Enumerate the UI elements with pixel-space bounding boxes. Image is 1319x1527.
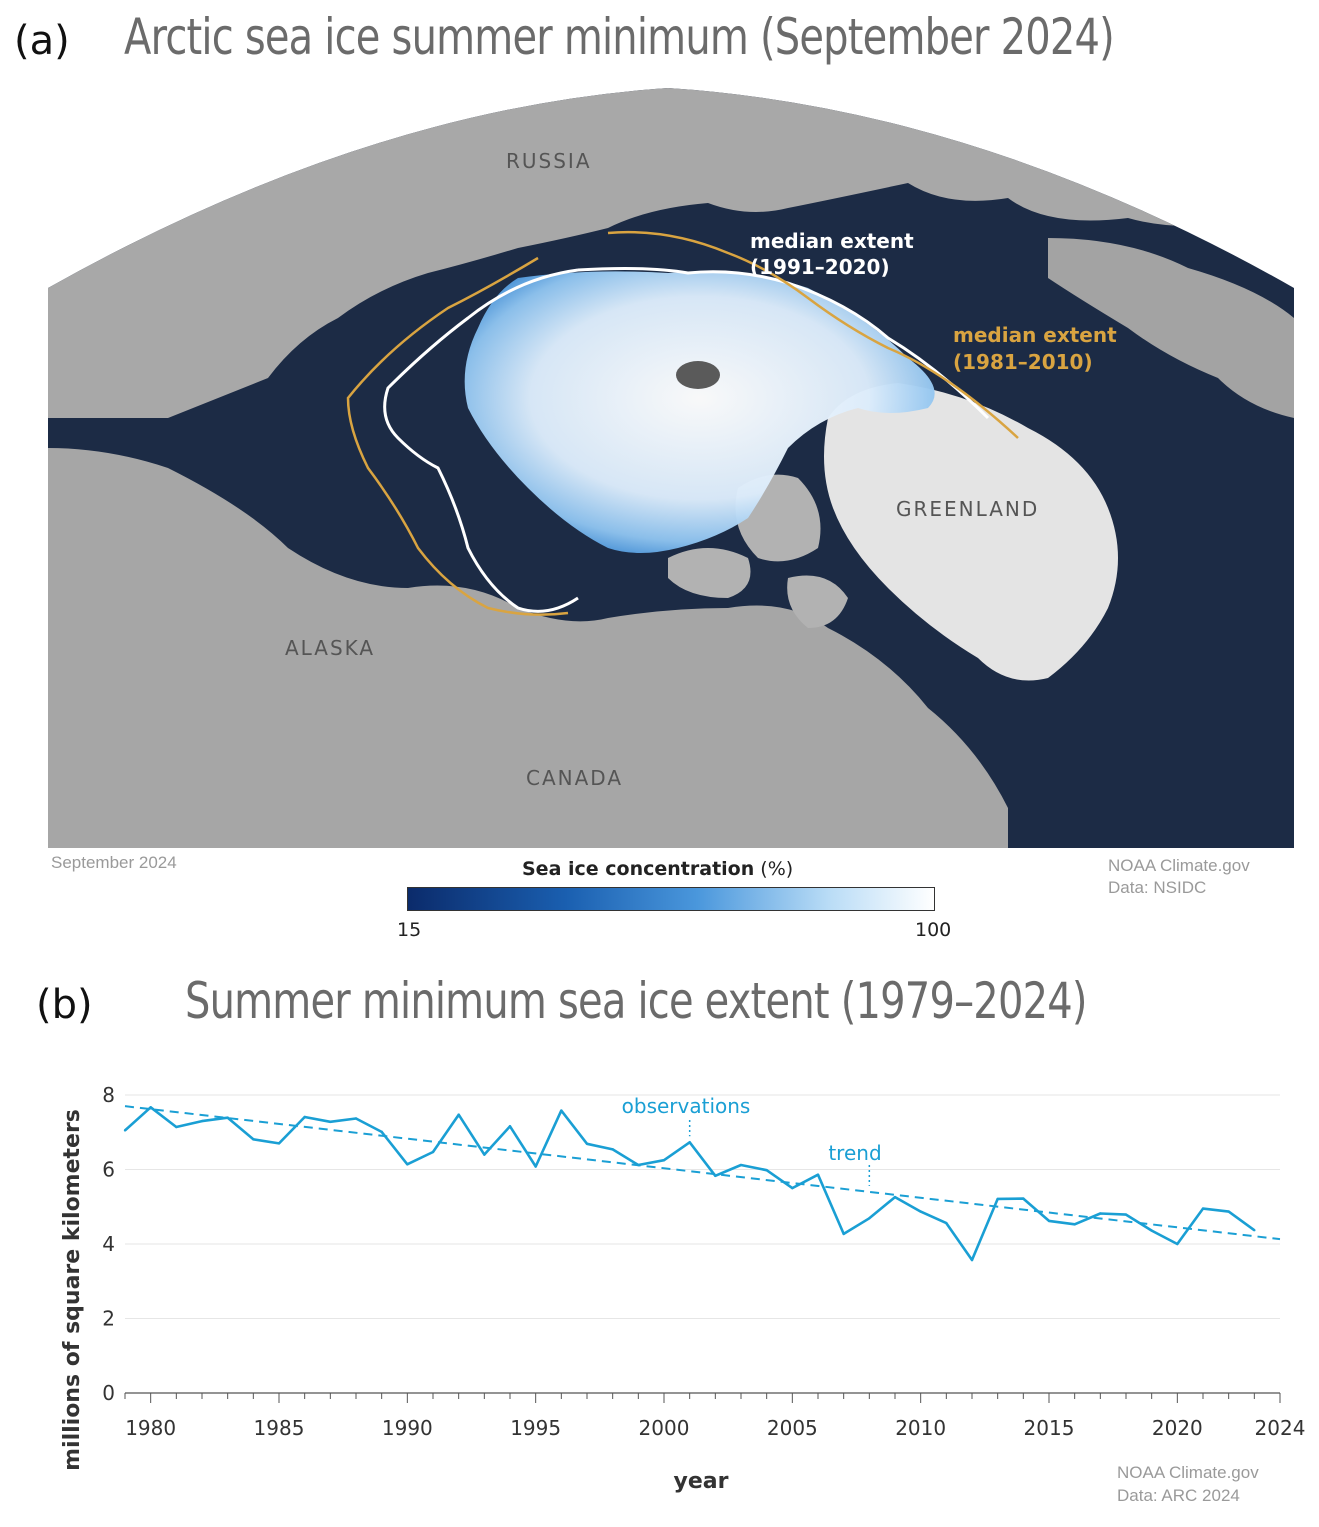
y-tick-label: 4 <box>102 1232 115 1256</box>
observation-point <box>1099 1212 1102 1215</box>
colorbar-min-label: 15 <box>397 919 422 941</box>
x-tick-label: 2005 <box>767 1416 818 1440</box>
observation-point <box>303 1115 306 1119</box>
observation-point <box>791 1186 794 1190</box>
extent-line-chart: 0 2 4 6 8 1980 1985 1990 1995 2000 2005 2010 2015 202… <box>60 1083 1306 1505</box>
canada-label: CANADA <box>526 766 623 790</box>
observation-point <box>123 1129 127 1132</box>
pole-hole <box>676 361 720 389</box>
chart-credit-line1: NOAA Climate.gov <box>1117 1463 1259 1482</box>
panel-a-label: (a) <box>14 18 70 64</box>
greenland-land <box>824 383 1118 681</box>
observation-point <box>149 1106 152 1109</box>
observation-point <box>431 1150 435 1154</box>
colorbar-title-bold: Sea ice concentration <box>522 858 755 880</box>
observation-point <box>945 1221 948 1225</box>
russia-land <box>48 88 1294 418</box>
observation-point <box>252 1138 255 1141</box>
panel-b-label: (b) <box>36 982 93 1028</box>
x-tick-label: 1995 <box>510 1416 561 1440</box>
observation-point <box>868 1217 871 1220</box>
colorbar-max-label: 100 <box>915 919 952 941</box>
observation-point <box>175 1125 178 1129</box>
observation-point <box>1176 1242 1179 1246</box>
median-1991-label-line2: (1991–2020) <box>750 255 890 279</box>
y-tick-label: 2 <box>102 1307 115 1331</box>
observation-point <box>688 1141 691 1144</box>
median-1981-label-line2: (1981–2010) <box>953 350 1093 374</box>
observation-point <box>662 1158 666 1162</box>
observation-point <box>354 1117 358 1120</box>
observation-point <box>380 1130 383 1134</box>
observation-point <box>1022 1197 1025 1200</box>
median-extent-1981-2010-line <box>346 230 1019 616</box>
colorbar <box>407 887 935 911</box>
russia-label: RUSSIA <box>506 149 592 173</box>
map-date-caption: September 2024 <box>51 853 177 872</box>
x-tick-label: 1980 <box>125 1416 176 1440</box>
north-america-land <box>48 448 1008 848</box>
x-tick-label: 2015 <box>1024 1416 1075 1440</box>
greenland-label: GREENLAND <box>896 497 1039 521</box>
observation-point <box>483 1153 486 1156</box>
x-tick-label: 1990 <box>382 1416 433 1440</box>
observation-point <box>1124 1213 1128 1216</box>
y-tick-label: 0 <box>102 1381 115 1405</box>
alaska-label: ALASKA <box>285 636 375 660</box>
median-1991-label-line1: median extent <box>750 229 914 253</box>
observation-point <box>277 1142 281 1145</box>
x-tick-label: 1985 <box>254 1416 305 1440</box>
observation-point <box>637 1163 640 1167</box>
observation-point <box>739 1163 743 1167</box>
archipelago-islands <box>668 474 848 628</box>
observation-point <box>226 1116 229 1119</box>
observation-point <box>1073 1223 1076 1226</box>
observation-point <box>842 1232 845 1236</box>
x-tick-label: 2020 <box>1152 1416 1203 1440</box>
chart-title: Summer minimum sea ice extent (1979–2024… <box>185 972 1088 1030</box>
observation-point <box>329 1120 332 1124</box>
map-credit-line1: NOAA Climate.gov <box>1108 856 1250 875</box>
y-tick-label: 6 <box>102 1158 115 1182</box>
observation-point <box>765 1169 768 1172</box>
observation-point <box>1253 1229 1256 1232</box>
observation-point <box>919 1210 922 1213</box>
colorbar-title: Sea ice concentration (%) <box>522 858 793 880</box>
y-tick-label: 8 <box>102 1083 115 1107</box>
sea-ice-extent <box>464 271 935 553</box>
scandinavia-land <box>1048 238 1294 418</box>
chart-credit-line2: Data: ARC 2024 <box>1117 1486 1240 1505</box>
observation-point <box>996 1197 999 1201</box>
observation-point <box>560 1109 563 1112</box>
observation-point <box>1201 1207 1205 1210</box>
trend-annotation: trend <box>828 1141 881 1165</box>
x-tick-label: 2000 <box>639 1416 690 1440</box>
observation-point <box>970 1258 974 1262</box>
observation-point <box>200 1119 204 1123</box>
map-title: Arctic sea ice summer minimum (September… <box>124 8 1115 66</box>
observation-point <box>534 1165 537 1168</box>
colorbar-title-unit: (%) <box>760 858 794 880</box>
x-tick-label: 2010 <box>895 1416 946 1440</box>
observations-annotation: observations <box>622 1094 751 1118</box>
observation-point <box>816 1173 820 1176</box>
x-axis-label: year <box>674 1469 729 1494</box>
median-1981-label-line1: median extent <box>953 323 1117 347</box>
observation-point <box>1150 1229 1153 1232</box>
observation-point <box>714 1174 717 1178</box>
y-axis-label: millions of square kilometers <box>60 1109 85 1471</box>
arctic-sea-ice-map: RUSSIA GREENLAND ALASKA CANADA median ex… <box>48 88 1294 848</box>
observation-point <box>457 1113 460 1116</box>
observation-point <box>893 1195 897 1199</box>
trend-line <box>124 1105 1281 1241</box>
observation-point <box>585 1142 589 1145</box>
observation-point <box>508 1125 512 1128</box>
map-credit-line2: Data: NSIDC <box>1108 878 1207 897</box>
observation-point <box>406 1163 409 1166</box>
observation-point <box>1047 1219 1051 1223</box>
observation-point <box>611 1148 614 1151</box>
observation-point <box>1227 1210 1230 1213</box>
x-tick-label: 2024 <box>1255 1416 1306 1440</box>
